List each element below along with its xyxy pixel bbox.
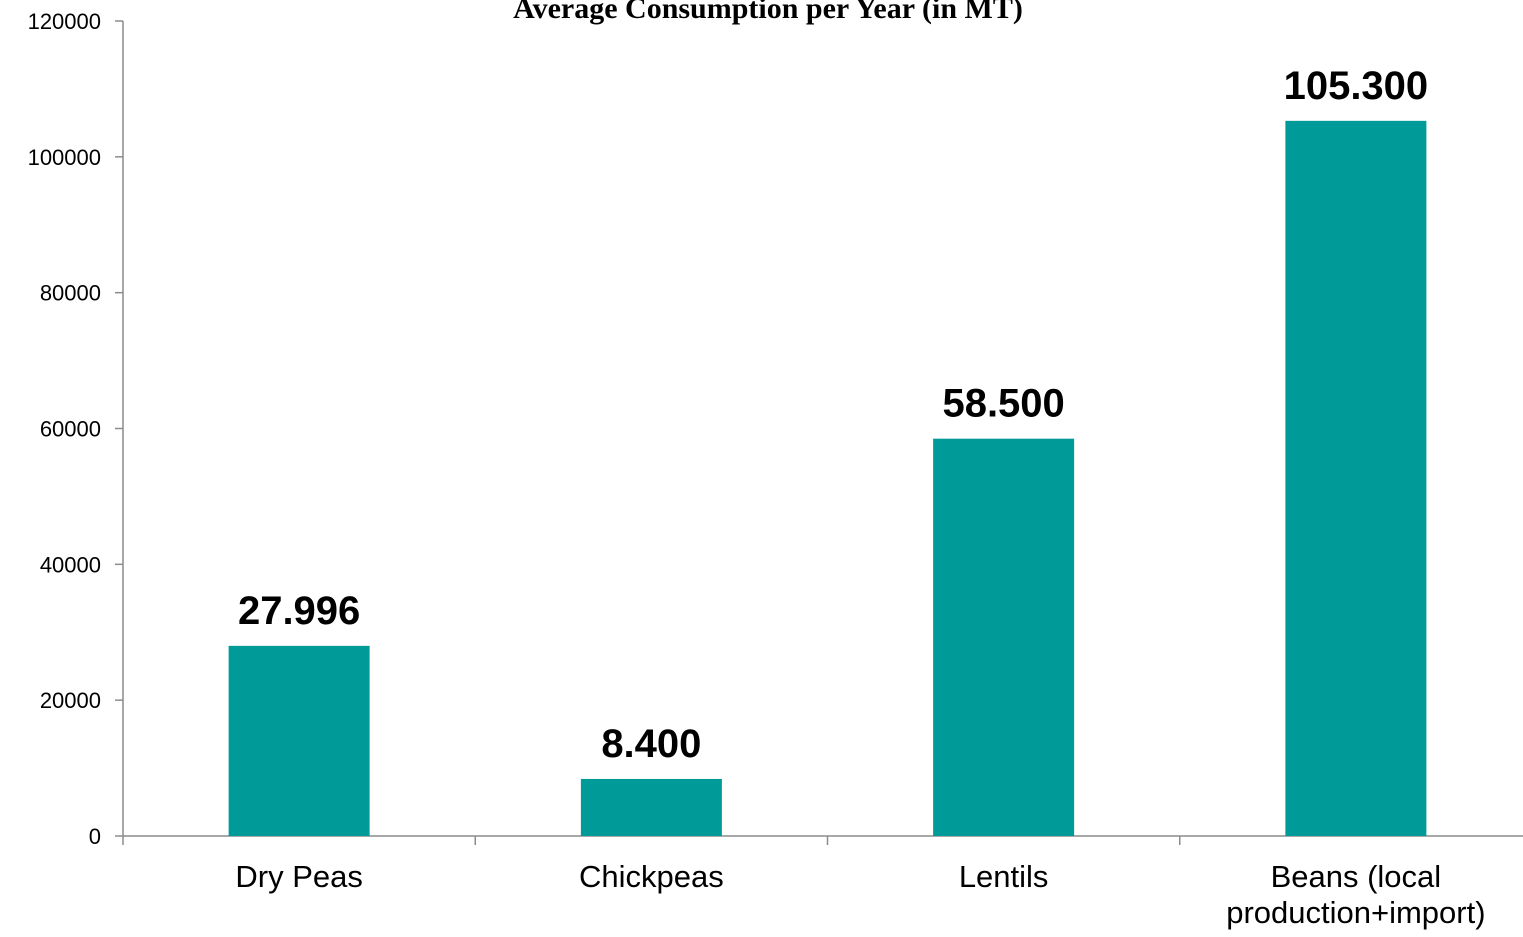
x-tick-label: Chickpeas xyxy=(579,859,724,894)
y-tick-label: 100000 xyxy=(28,145,101,170)
bar xyxy=(228,645,370,836)
x-tick-label-line: production+import) xyxy=(1226,895,1485,930)
bar xyxy=(1285,120,1427,836)
x-tick-label: Dry Peas xyxy=(235,859,362,894)
data-labels: 27.996 8.400 58.500 105.300 xyxy=(238,64,1428,766)
x-tick-label-line: Dry Peas xyxy=(235,859,362,894)
x-tick-label: Lentils xyxy=(959,859,1049,894)
y-tick-label: 120000 xyxy=(28,9,101,34)
y-tick-label: 60000 xyxy=(40,417,101,442)
x-tick-label-line: Chickpeas xyxy=(579,859,724,894)
data-label: 8.400 xyxy=(601,722,701,766)
data-label: 27.996 xyxy=(238,589,360,633)
bar xyxy=(933,438,1075,836)
x-tick-label: Beans (local production+import) xyxy=(1226,859,1485,930)
x-axis: Dry Peas Chickpeas Lentils Beans (local prod… xyxy=(122,835,1523,930)
x-tick-label-line: Beans (local xyxy=(1271,859,1442,894)
y-axis: 0 20000 40000 60000 80000 100000 120000 xyxy=(28,9,124,849)
bars xyxy=(228,120,1427,836)
y-tick-label: 0 xyxy=(89,824,101,849)
x-tick-label-line: Lentils xyxy=(959,859,1049,894)
data-label: 105.300 xyxy=(1284,64,1429,108)
chart-title: Average Consumption per Year (in MT) xyxy=(513,0,1023,25)
data-label: 58.500 xyxy=(942,382,1064,426)
bar xyxy=(580,778,722,836)
y-tick-label: 40000 xyxy=(40,552,101,577)
y-tick-label: 80000 xyxy=(40,281,101,306)
y-tick-label: 20000 xyxy=(40,688,101,713)
